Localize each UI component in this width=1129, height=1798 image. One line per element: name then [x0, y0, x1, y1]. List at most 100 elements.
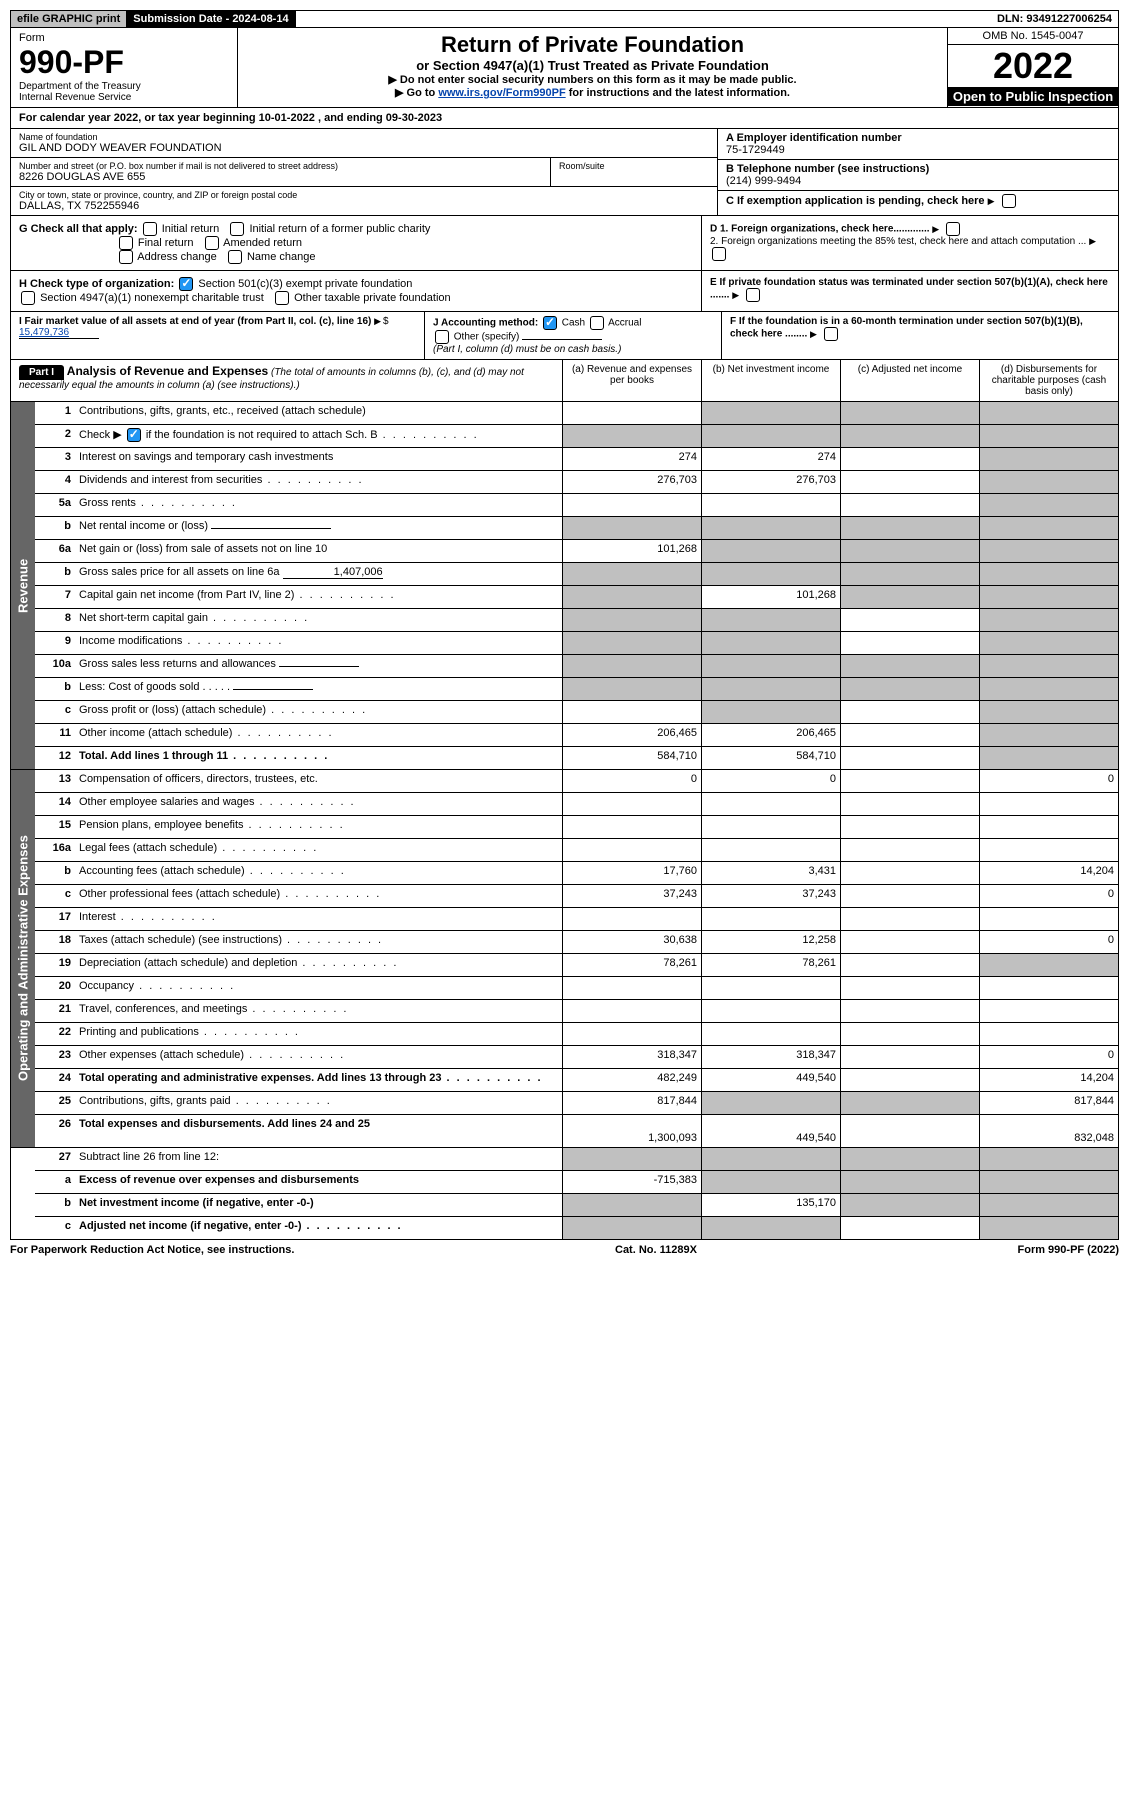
cell-b — [701, 908, 840, 930]
cell-b: 274 — [701, 448, 840, 470]
cell-d — [979, 586, 1118, 608]
cell-b: 3,431 — [701, 862, 840, 884]
i-value[interactable]: 15,479,736 — [19, 327, 99, 339]
row-num: 13 — [35, 770, 75, 792]
cell-c — [840, 931, 979, 953]
row-desc: Taxes (attach schedule) (see instruction… — [75, 931, 562, 953]
j-accrual-checkbox[interactable] — [590, 316, 604, 330]
row-num: 10a — [35, 655, 75, 677]
cell-d — [979, 517, 1118, 539]
j-other-checkbox[interactable] — [435, 330, 449, 344]
d2-checkbox[interactable] — [712, 247, 726, 261]
ein-row: A Employer identification number 75-1729… — [718, 129, 1118, 160]
e-checkbox[interactable] — [746, 288, 760, 302]
dots — [217, 842, 318, 854]
cell-b — [701, 517, 840, 539]
row-3: 3 Interest on savings and temporary cash… — [35, 448, 1118, 471]
row-desc: Net gain or (loss) from sale of assets n… — [75, 540, 562, 562]
cell-c — [840, 839, 979, 861]
final-return-checkbox[interactable] — [119, 236, 133, 250]
r10b-desc: Less: Cost of goods sold — [79, 681, 199, 693]
h-501c3-label: Section 501(c)(3) exempt private foundat… — [198, 278, 412, 290]
j-label: J Accounting method: — [433, 318, 538, 329]
cell-a — [562, 1217, 701, 1239]
dots — [182, 635, 283, 647]
row-25: 25 Contributions, gifts, grants paid 817… — [35, 1092, 1118, 1115]
row-10a: 10a Gross sales less returns and allowan… — [35, 655, 1118, 678]
city-row: City or town, state or province, country… — [11, 187, 717, 215]
form-header: Form 990-PF Department of the Treasury I… — [10, 28, 1119, 108]
row-5a: 5a Gross rents — [35, 494, 1118, 517]
name-change-checkbox[interactable] — [228, 250, 242, 264]
row-27: 27 Subtract line 26 from line 12: — [35, 1148, 1118, 1171]
arrow-icon — [810, 329, 819, 340]
j-cash-checkbox[interactable] — [543, 316, 557, 330]
dots — [231, 1095, 332, 1107]
cell-b: 584,710 — [701, 747, 840, 769]
cell-c — [840, 908, 979, 930]
h-501c3-checkbox[interactable] — [179, 277, 193, 291]
cell-a — [562, 908, 701, 930]
city-label: City or town, state or province, country… — [19, 190, 709, 200]
cell-a — [562, 402, 701, 424]
cell-b — [701, 678, 840, 700]
cell-b — [701, 1217, 840, 1239]
r5b-line — [211, 528, 331, 529]
initial-return-checkbox[interactable] — [143, 222, 157, 236]
cell-d — [979, 954, 1118, 976]
cell-d — [979, 1217, 1118, 1239]
addr-change-checkbox[interactable] — [119, 250, 133, 264]
h-4947-checkbox[interactable] — [21, 291, 35, 305]
row-num: 22 — [35, 1023, 75, 1045]
cell-b: 206,465 — [701, 724, 840, 746]
subtract-table: 27 Subtract line 26 from line 12: a Exce… — [10, 1148, 1119, 1240]
cell-b: 101,268 — [701, 586, 840, 608]
phone-label: B Telephone number (see instructions) — [726, 163, 1110, 175]
row-num: 17 — [35, 908, 75, 930]
row-4: 4 Dividends and interest from securities… — [35, 471, 1118, 494]
initial-former-checkbox[interactable] — [230, 222, 244, 236]
f-checkbox[interactable] — [824, 327, 838, 341]
row-num: 19 — [35, 954, 75, 976]
dots — [245, 865, 346, 877]
cell-d: 0 — [979, 931, 1118, 953]
cell-b — [701, 839, 840, 861]
d1-checkbox[interactable] — [946, 222, 960, 236]
row-num: 24 — [35, 1069, 75, 1091]
dots — [266, 704, 367, 716]
dots — [254, 796, 355, 808]
c-checkbox[interactable] — [1002, 194, 1016, 208]
row-26: 26 Total expenses and disbursements. Add… — [35, 1115, 1118, 1147]
row-desc: Other professional fees (attach schedule… — [75, 885, 562, 907]
r5a-desc: Gross rents — [79, 497, 136, 509]
r9-desc: Income modifications — [79, 635, 182, 647]
row-desc: Interest on savings and temporary cash i… — [75, 448, 562, 470]
r15-desc: Pension plans, employee benefits — [79, 819, 244, 831]
row-desc: Check ▶ if the foundation is not require… — [75, 425, 562, 447]
h-other-checkbox[interactable] — [275, 291, 289, 305]
cell-b — [701, 609, 840, 631]
c-label: C If exemption application is pending, c… — [726, 195, 985, 207]
amended-checkbox[interactable] — [205, 236, 219, 250]
cell-d: 0 — [979, 1046, 1118, 1068]
cell-d — [979, 1194, 1118, 1216]
col-c-head: (c) Adjusted net income — [840, 360, 979, 401]
cell-d — [979, 1023, 1118, 1045]
cell-d — [979, 977, 1118, 999]
row-desc: Capital gain net income (from Part IV, l… — [75, 586, 562, 608]
schb-checkbox[interactable] — [127, 428, 141, 442]
city-value: DALLAS, TX 752255946 — [19, 200, 709, 212]
dots — [297, 957, 398, 969]
row-desc: Total expenses and disbursements. Add li… — [75, 1115, 562, 1147]
cell-b: 135,170 — [701, 1194, 840, 1216]
irs-label: Internal Revenue Service — [19, 92, 229, 103]
row-10c: c Gross profit or (loss) (attach schedul… — [35, 701, 1118, 724]
irs-link[interactable]: www.irs.gov/Form990PF — [438, 87, 565, 99]
row-num: 26 — [35, 1115, 75, 1147]
cell-b: 0 — [701, 770, 840, 792]
row-num: b — [35, 862, 75, 884]
address-row: Number and street (or P.O. box number if… — [11, 158, 717, 187]
cell-c — [840, 402, 979, 424]
part1-header-row: Part I Analysis of Revenue and Expenses … — [10, 360, 1119, 402]
row-num: 18 — [35, 931, 75, 953]
